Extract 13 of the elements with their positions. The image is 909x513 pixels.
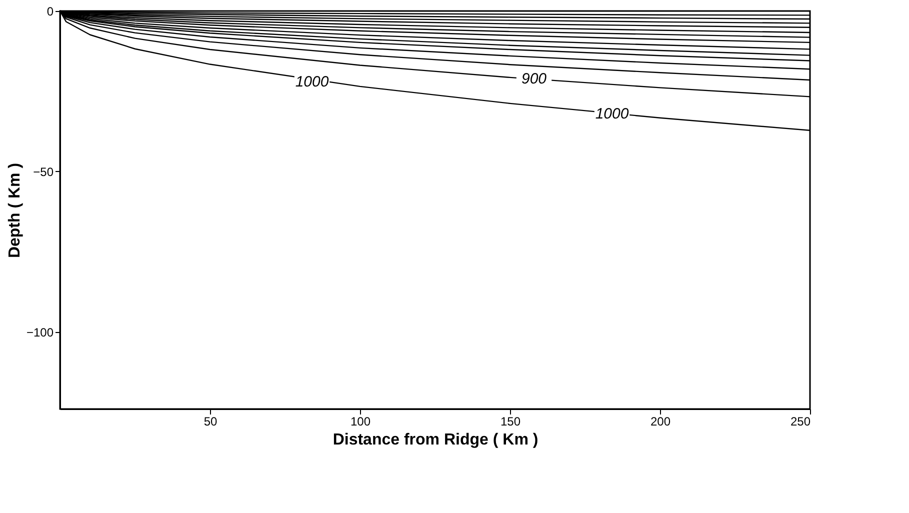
y-axis-title: Depth ( Km ) [6, 162, 24, 258]
x-tick-label: 100 [350, 414, 371, 428]
x-axis-title: Distance from Ridge ( Km ) [332, 432, 538, 448]
x-tick-label: 150 [500, 414, 521, 428]
annotation: 1000 [295, 74, 330, 91]
annotation: 900 [521, 70, 548, 88]
x-tick-label: 250 [790, 414, 811, 428]
annotation: 1000 [595, 106, 630, 123]
y-tick-label: 0 [46, 4, 54, 18]
x-tick-label: 200 [650, 414, 671, 428]
y-tick-label: −50 [33, 164, 54, 179]
x-tick-label: 50 [204, 414, 218, 428]
y-tick-label: −100 [26, 325, 54, 340]
